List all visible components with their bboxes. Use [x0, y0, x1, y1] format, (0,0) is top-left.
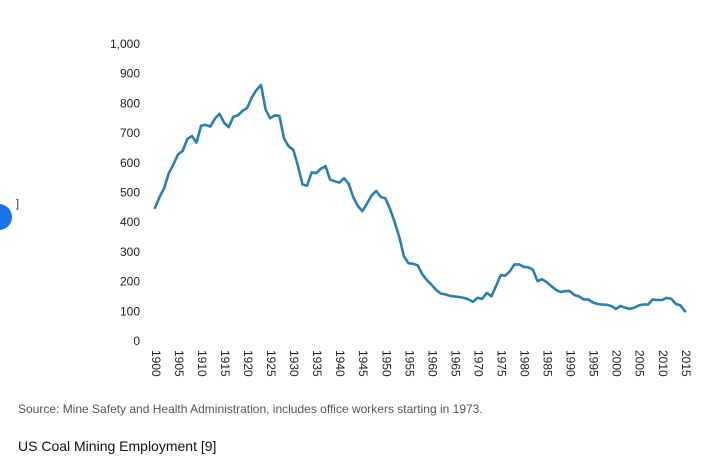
x-tick-label: 2005 [633, 350, 647, 377]
x-tick-label: 1975 [494, 350, 508, 377]
x-tick-label: 1920 [241, 350, 255, 377]
x-tick-label: 1965 [448, 350, 462, 377]
x-tick-label: 1910 [195, 350, 209, 377]
source-note: Source: Mine Safety and Health Administr… [18, 402, 483, 416]
x-tick-label: 2015 [679, 350, 693, 377]
x-tick-label: 1900 [149, 350, 163, 377]
y-tick-label: 700 [120, 126, 140, 140]
x-tick-label: 1950 [379, 350, 393, 377]
x-tick-label: 1990 [564, 350, 578, 377]
figure-caption: US Coal Mining Employment [9] [18, 438, 217, 454]
y-tick-label: 300 [120, 245, 140, 259]
series-line [153, 83, 687, 313]
edge-marker-dot [0, 204, 12, 230]
y-axis: 0 100 200 300 400 500 600 700 800 900 1,000 [110, 37, 140, 348]
y-tick-label: 500 [120, 186, 140, 200]
x-tick-label: 2000 [610, 350, 624, 377]
y-tick-label: 1,000 [110, 37, 140, 51]
y-tick-label: 0 [133, 334, 140, 348]
x-tick-label: 1945 [356, 350, 370, 377]
x-tick-label: 1940 [333, 350, 347, 377]
y-tick-label: 900 [120, 67, 140, 81]
x-tick-label: 1955 [402, 350, 416, 377]
x-tick-label: 2010 [656, 350, 670, 377]
y-tick-label: 800 [120, 96, 140, 110]
plot-area [153, 83, 687, 313]
x-tick-label: 1985 [541, 350, 555, 377]
y-tick-label: 200 [120, 275, 140, 289]
edge-fragment-text: ] [16, 198, 20, 210]
x-tick-label: 1930 [287, 350, 301, 377]
y-tick-label: 600 [120, 156, 140, 170]
x-tick-label: 1960 [425, 350, 439, 377]
x-tick-label: 1995 [587, 350, 601, 377]
x-axis: 1900 1905 1910 1915 1920 1925 1930 1935 1940 1945… [149, 350, 693, 377]
x-tick-label: 1970 [471, 350, 485, 377]
x-tick-label: 1915 [218, 350, 232, 377]
x-tick-label: 1935 [310, 350, 324, 377]
x-tick-label: 1980 [518, 350, 532, 377]
x-tick-label: 1905 [172, 350, 186, 377]
y-tick-label: 100 [120, 304, 140, 318]
x-tick-label: 1925 [264, 350, 278, 377]
y-tick-label: 400 [120, 215, 140, 229]
